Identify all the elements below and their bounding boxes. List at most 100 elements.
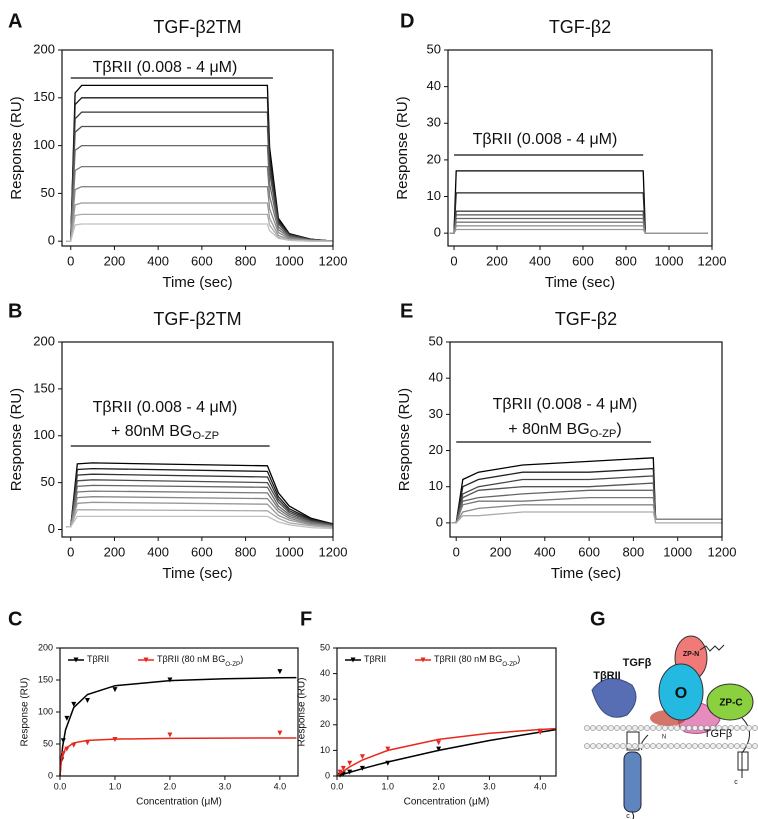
y-tick-label: 20 (429, 442, 443, 457)
lipid-head (668, 725, 674, 731)
x-tick-label: 600 (578, 544, 600, 559)
text-part: ) (517, 654, 520, 664)
diagram-label: ZP-N (683, 651, 699, 658)
data-point (71, 701, 77, 707)
x-tick-label: 4.0 (274, 781, 287, 791)
y-tick-label: 10 (429, 478, 443, 493)
tail (631, 811, 635, 819)
data-point (347, 760, 353, 766)
lipid-head (602, 725, 608, 731)
trace (66, 111, 334, 242)
y-tick-label: 20 (427, 151, 441, 166)
text-part: TβRII (87, 654, 109, 664)
legend-marker (143, 657, 149, 663)
lipid-head (662, 725, 668, 731)
lipid-head (686, 743, 692, 749)
data-point (112, 687, 118, 693)
lipid-head (632, 743, 638, 749)
lipid-head (716, 743, 722, 749)
x-tick-label: 1000 (655, 253, 684, 268)
trace (451, 489, 722, 524)
x-axis-label: Concentration (μM) (136, 797, 222, 808)
trace (66, 223, 333, 242)
data-point (167, 732, 173, 738)
lipid-head (608, 725, 614, 731)
x-tick-label: 1200 (319, 253, 348, 268)
text-part: O-ZP (590, 428, 617, 440)
trace (451, 504, 722, 524)
y-tick-label: 100 (38, 706, 53, 716)
y-tick-label: 0 (434, 225, 441, 240)
y-tick-label: 50 (320, 642, 330, 652)
text-part: TβRII (364, 654, 386, 664)
x-tick-label: 200 (104, 253, 126, 268)
lipid-head (644, 743, 650, 749)
data-point (385, 760, 391, 766)
receptor-cylinder (623, 751, 642, 813)
diagram-label: TGFβ (623, 657, 652, 669)
x-tick-label: 1.0 (382, 781, 395, 791)
y-axis-label: Response (RU) (8, 388, 25, 491)
panel-letter: G (590, 608, 606, 630)
x-tick-label: 400 (534, 544, 556, 559)
annotation: TβRII (0.008 - 4 μM) (473, 131, 618, 148)
y-tick-label: 20 (320, 719, 330, 729)
text-part: O-ZP (502, 661, 517, 668)
data-point (84, 697, 90, 703)
lipid-head (656, 725, 662, 731)
y-axis-label: Response (RU) (396, 388, 413, 491)
trace (449, 221, 708, 234)
y-axis-label: Response (RU) (8, 96, 25, 199)
y-tick-label: 10 (427, 188, 441, 203)
diagram-label: TβRII (593, 670, 621, 682)
trace (451, 482, 722, 524)
data-point (359, 765, 365, 771)
lipid-head (650, 725, 656, 731)
plot-frame (336, 647, 557, 777)
panel-title: TGF-β2TM (153, 17, 241, 37)
x-tick-label: 600 (191, 253, 213, 268)
lipid-head (590, 743, 596, 749)
text-part: + 80nM BG (111, 423, 192, 440)
x-tick-label: 600 (572, 253, 594, 268)
fit-curve (336, 729, 556, 777)
panel-letter: A (8, 10, 22, 32)
plot-frame (61, 341, 334, 538)
y-tick-label: 0 (436, 514, 443, 529)
tbrii-shape (591, 678, 637, 718)
y-tick-label: 150 (33, 380, 55, 395)
data-point (167, 677, 173, 683)
lipid-head (662, 743, 668, 749)
lipid-head (698, 725, 704, 731)
y-tick-label: 0 (48, 521, 55, 536)
trace (66, 501, 334, 528)
lipid-head (644, 725, 650, 731)
trace (66, 515, 334, 530)
tm-helix (737, 751, 749, 771)
x-tick-label: 1000 (275, 253, 304, 268)
data-point (71, 742, 77, 748)
panel-letter: D (400, 10, 414, 32)
x-tick-label: 400 (529, 253, 551, 268)
legend-label: TβRII (80 nM BGO-ZP) (434, 654, 520, 667)
lipid-head (584, 725, 590, 731)
panel-letter: F (300, 608, 312, 630)
y-tick-label: 30 (429, 406, 443, 421)
legend-marker (350, 657, 356, 663)
x-axis-label: Time (sec) (551, 565, 621, 582)
legend-marker (73, 657, 79, 663)
lipid-head (746, 743, 752, 749)
y-tick-label: 150 (33, 89, 55, 104)
y-tick-label: 50 (41, 185, 55, 200)
trace (66, 144, 334, 242)
panel-letter: C (8, 608, 22, 630)
trace (449, 192, 708, 234)
lipid-head (734, 743, 740, 749)
lipid-head (704, 725, 710, 731)
x-tick-label: 3.0 (483, 781, 496, 791)
y-tick-label: 40 (320, 668, 330, 678)
x-tick-label: 1200 (319, 544, 348, 559)
annotation: TβRII (0.008 - 4 μM) (93, 59, 238, 76)
text-part: ) (240, 654, 243, 664)
annotation: + 80nM BGO-ZP) (508, 421, 621, 440)
